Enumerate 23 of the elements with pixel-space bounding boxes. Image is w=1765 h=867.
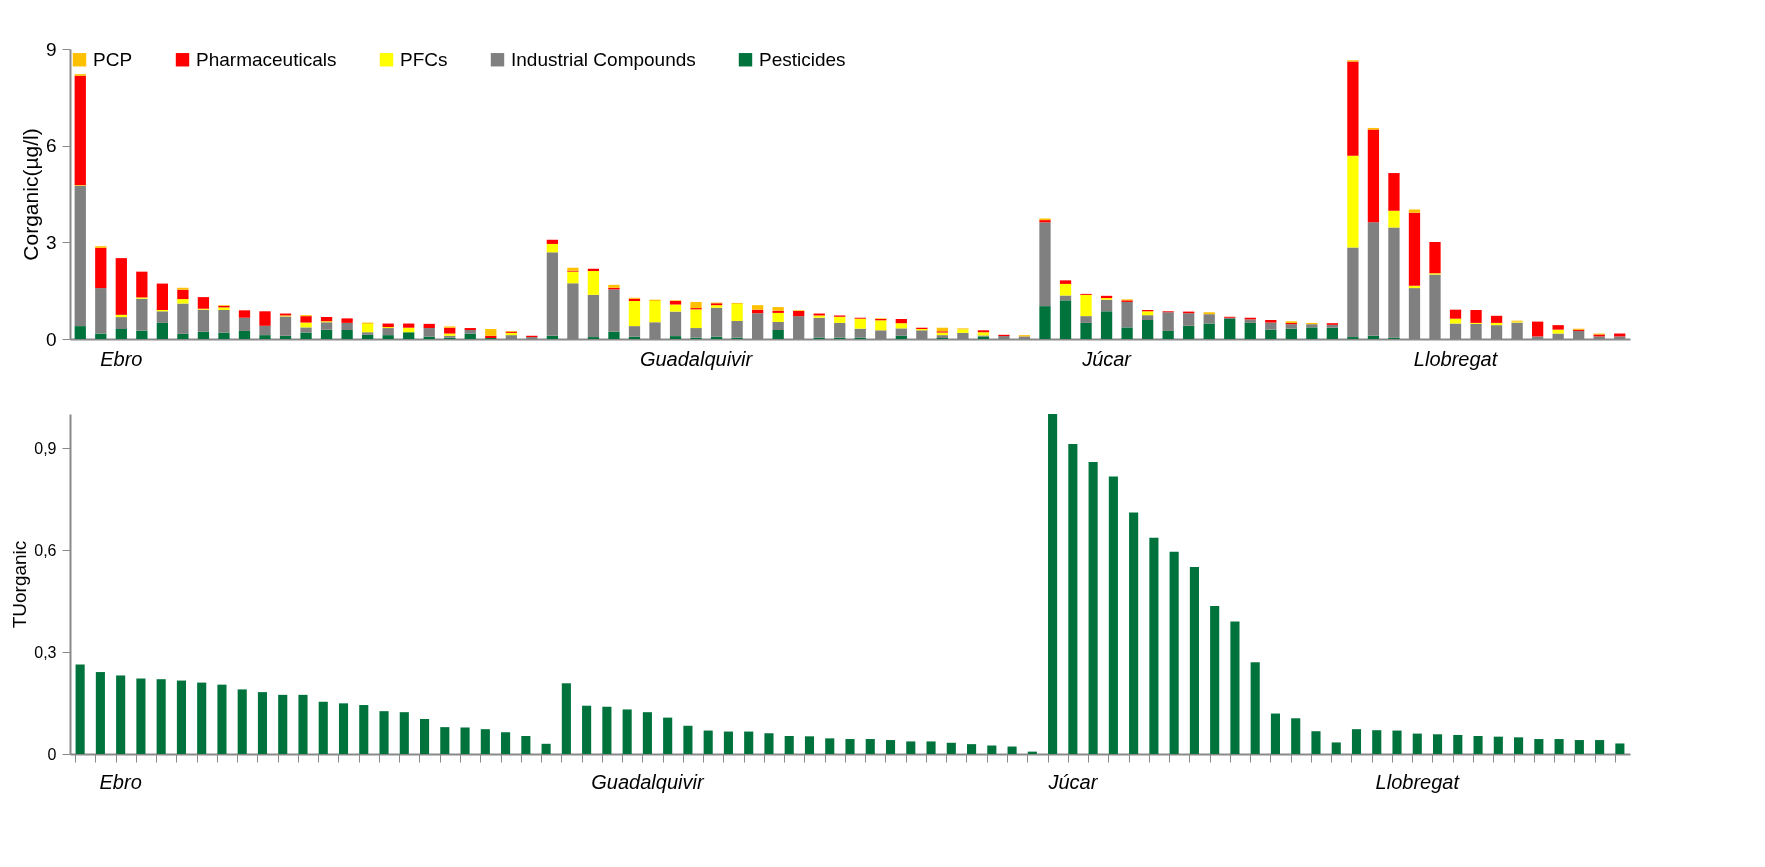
y-tick-label: 6: [45, 135, 57, 157]
y-axis-title: Corganic(µg/l): [18, 128, 42, 261]
y-tick-label: 0: [45, 328, 57, 350]
y-axis-title: TUorganic: [9, 540, 31, 629]
legend-label: Pharmaceuticals: [196, 48, 337, 70]
x-tick-label: Ebro: [99, 770, 142, 793]
x-tick-label: Guadalquivir: [639, 347, 754, 370]
legend-label: PFCs: [400, 48, 448, 70]
x-tick-label: Guadalquivir: [591, 770, 705, 793]
x-tick-label: Júcar: [1081, 347, 1133, 370]
y-tick-label: 0,6: [34, 541, 57, 559]
legend-label: Industrial Compounds: [511, 48, 696, 70]
y-tick-label: 0,9: [34, 439, 57, 457]
legend-label: Pesticides: [759, 48, 846, 70]
y-tick-label: 9: [45, 38, 57, 60]
x-tick-label: Llobregat: [1413, 347, 1499, 370]
x-tick-label: Ebro: [100, 347, 143, 370]
y-tick-label: 0,3: [34, 643, 57, 661]
y-tick-label: 0: [47, 745, 57, 763]
x-tick-label: Júcar: [1047, 770, 1099, 793]
y-tick-label: 3: [45, 231, 57, 253]
x-tick-label: Llobregat: [1375, 770, 1461, 793]
legend-label: PCP: [93, 48, 133, 70]
